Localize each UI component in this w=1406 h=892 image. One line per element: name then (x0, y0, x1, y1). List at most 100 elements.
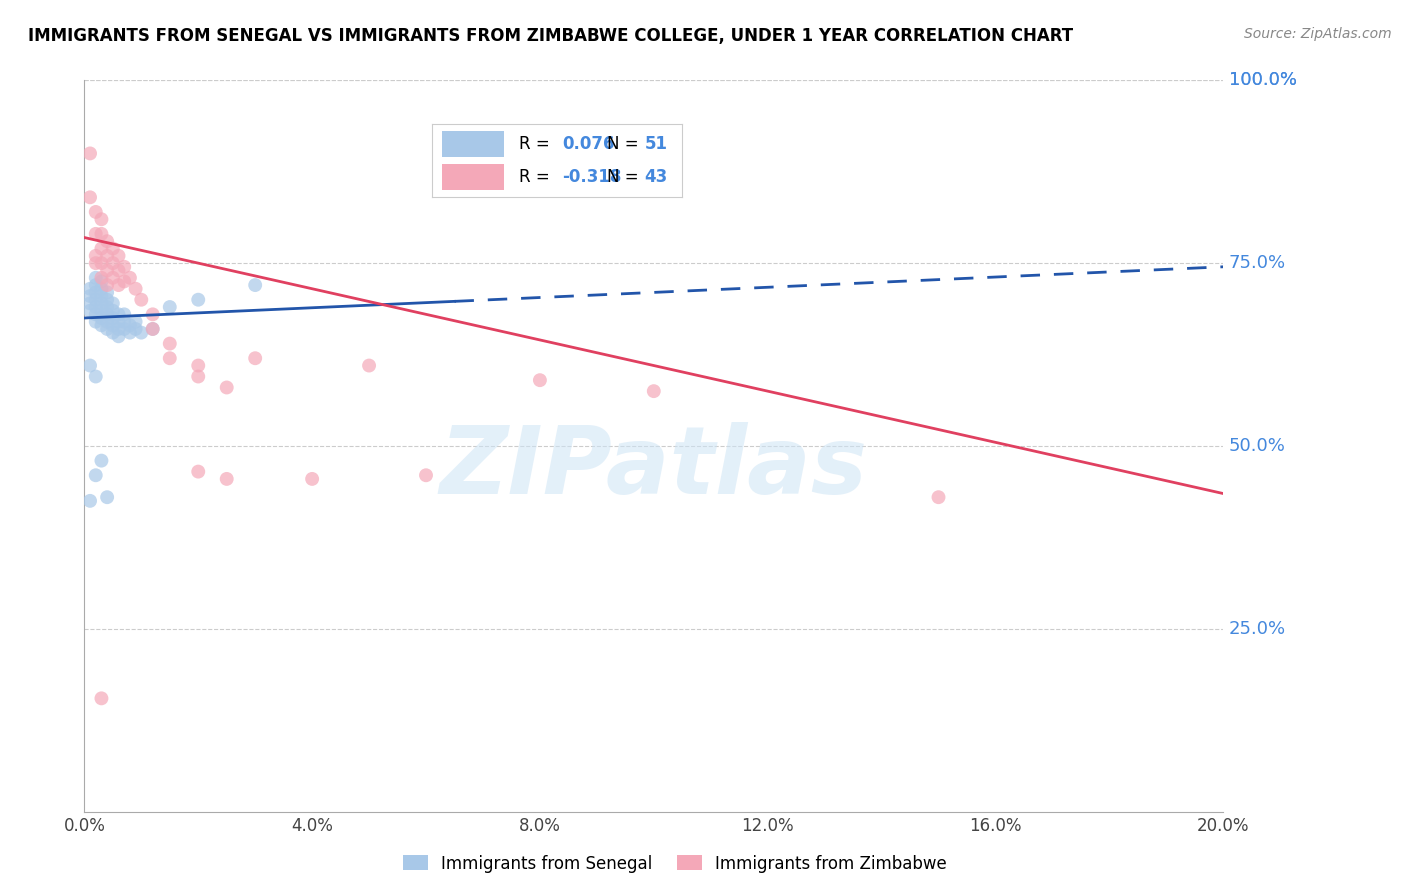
Point (359, 359, 381, 373)
Point (90, 270, 112, 285)
Point (90, 303, 112, 318)
Point (107, 322, 129, 336)
Point (101, 310, 124, 325)
Point (96, 234, 118, 248)
Point (118, 270, 141, 285)
Point (529, 373, 551, 387)
Point (101, 318, 124, 333)
Point (107, 329, 129, 343)
Point (101, 242, 124, 256)
Point (90, 227, 112, 241)
Point (142, 307, 165, 321)
Point (215, 380, 238, 394)
Point (90, 296, 112, 310)
Point (301, 472, 323, 486)
Point (124, 322, 146, 336)
Point (90, 691, 112, 706)
Point (79, 494, 101, 508)
Point (96, 300, 118, 314)
Point (84, 227, 107, 241)
Point (101, 326, 124, 340)
Point (245, 351, 267, 366)
Text: 50.0%: 50.0% (1229, 437, 1286, 455)
Point (118, 318, 141, 333)
Text: 100.0%: 100.0% (1229, 71, 1296, 89)
Point (928, 490, 950, 504)
Point (124, 282, 146, 296)
Point (96, 322, 118, 336)
Point (90, 242, 112, 256)
Point (643, 384, 665, 399)
Point (90, 282, 112, 296)
Text: ZIPatlas: ZIPatlas (440, 422, 868, 514)
Point (112, 322, 135, 336)
Point (187, 359, 209, 373)
Point (96, 249, 118, 263)
Point (159, 351, 181, 366)
Point (142, 322, 165, 336)
Point (90, 275, 112, 289)
Point (84, 249, 107, 263)
Point (107, 307, 129, 321)
Point (112, 315, 135, 329)
Point (101, 296, 124, 310)
Point (96, 278, 118, 293)
Point (79, 289, 101, 303)
Point (159, 300, 181, 314)
Point (84, 307, 107, 321)
Point (90, 256, 112, 270)
Point (79, 303, 101, 318)
Point (96, 285, 118, 300)
Point (112, 307, 135, 321)
Point (142, 322, 165, 336)
Point (131, 326, 153, 340)
Point (107, 315, 129, 329)
Point (84, 285, 107, 300)
Point (96, 307, 118, 321)
Point (187, 293, 209, 307)
Legend: Immigrants from Senegal, Immigrants from Zimbabwe: Immigrants from Senegal, Immigrants from… (396, 848, 953, 880)
Text: 25.0%: 25.0% (1229, 620, 1286, 638)
Point (84, 293, 107, 307)
Text: IMMIGRANTS FROM SENEGAL VS IMMIGRANTS FROM ZIMBABWE COLLEGE, UNDER 1 YEAR CORREL: IMMIGRANTS FROM SENEGAL VS IMMIGRANTS FR… (28, 27, 1073, 45)
Point (107, 278, 129, 293)
Point (96, 315, 118, 329)
Point (79, 190, 101, 204)
Point (84, 300, 107, 314)
Point (112, 275, 135, 289)
Text: 75.0%: 75.0% (1229, 254, 1286, 272)
Point (90, 318, 112, 333)
Point (79, 359, 101, 373)
Point (90, 310, 112, 325)
Point (101, 303, 124, 318)
Point (90, 289, 112, 303)
Point (96, 490, 118, 504)
Point (131, 293, 153, 307)
Point (118, 326, 141, 340)
Point (124, 315, 146, 329)
Point (101, 256, 124, 270)
Point (90, 453, 112, 467)
Point (79, 282, 101, 296)
Point (107, 249, 129, 263)
Point (187, 465, 209, 479)
Point (415, 468, 437, 483)
Point (215, 472, 238, 486)
Point (84, 278, 107, 293)
Point (84, 468, 107, 483)
Text: 100.0%: 100.0% (1229, 71, 1296, 89)
Point (84, 256, 107, 270)
Point (90, 212, 112, 227)
Point (107, 263, 129, 277)
Point (79, 296, 101, 310)
Point (79, 146, 101, 161)
Point (159, 336, 181, 351)
Point (101, 270, 124, 285)
Point (84, 205, 107, 219)
Text: Source: ZipAtlas.com: Source: ZipAtlas.com (1244, 27, 1392, 41)
Point (187, 369, 209, 384)
Point (112, 260, 135, 274)
Point (84, 369, 107, 384)
Point (245, 278, 267, 293)
Point (84, 270, 107, 285)
